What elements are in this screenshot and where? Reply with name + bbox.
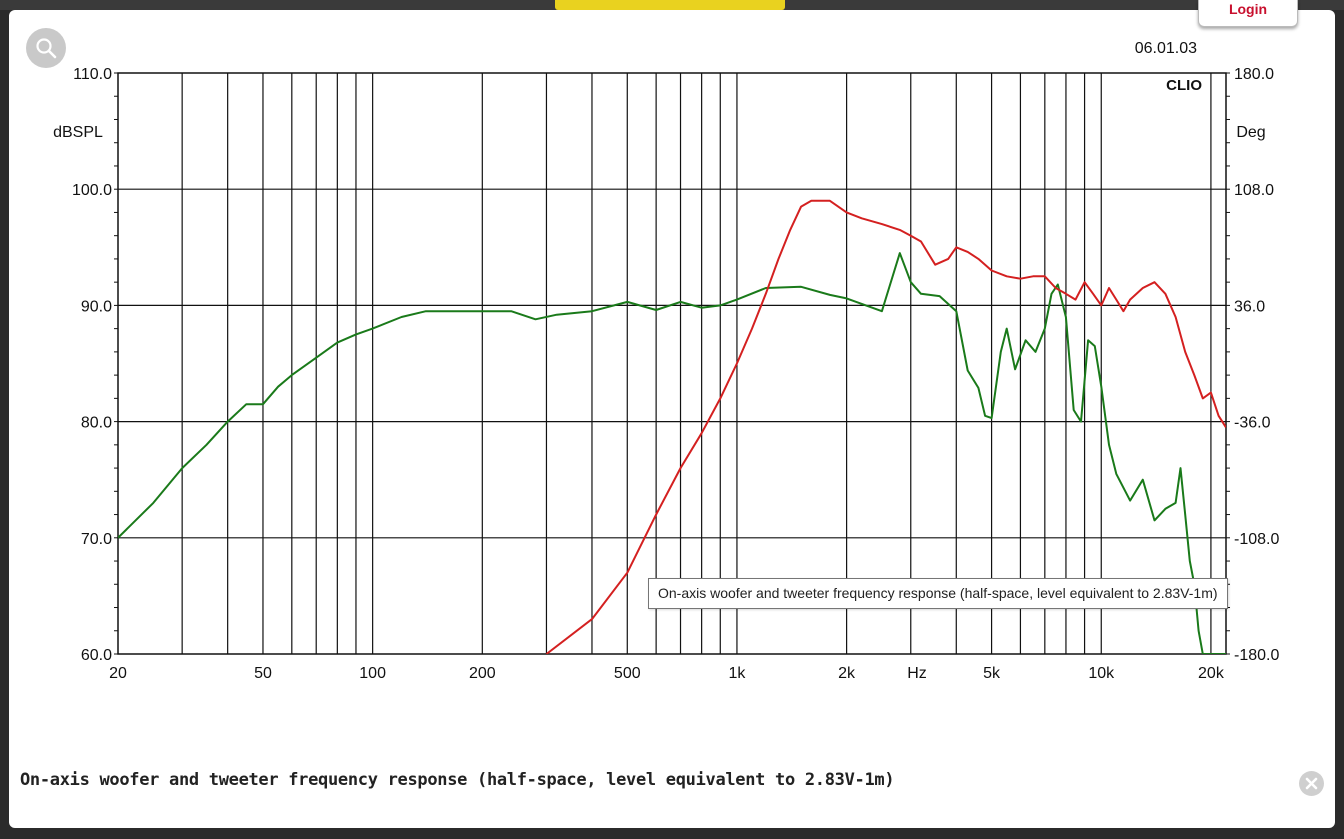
y-tick-label-left: 80.0 [81,415,112,432]
y-tick-label-left: 110.0 [73,66,112,83]
y-tick-label-left: 60.0 [81,647,112,664]
y-tick-label-right: 180.0 [1234,66,1274,83]
x-tick-label: 2k [838,665,856,682]
chart-grid [118,73,1226,654]
x-tick-label: 200 [469,665,496,682]
y-axis-label-left: dBSPL [53,124,103,141]
y-axis-label-right: Deg [1236,124,1265,141]
search-icon [36,38,57,59]
y-tick-label-right: -180.0 [1234,647,1279,664]
date-label: 06.01.03 [1135,40,1197,57]
axis-ticks: 110.0 180.0 100.0 108.0 90.0 36.0 80.0 -36.0 70.… [72,66,1280,682]
login-button[interactable]: Login [1198,0,1298,27]
close-button[interactable] [1299,771,1324,796]
image-caption: On-axis woofer and tweeter frequency res… [20,770,895,790]
x-tick-label: 5k [983,665,1001,682]
y-tick-label-right: 36.0 [1234,298,1265,315]
image-tooltip: On-axis woofer and tweeter frequency res… [648,578,1228,609]
x-tick-label: 500 [614,665,641,682]
x-tick-label: 100 [359,665,386,682]
y-tick-label-right: -108.0 [1234,531,1279,548]
y-tick-label-right: -36.0 [1234,415,1271,432]
zoom-button[interactable] [26,28,66,68]
x-tick-label: 50 [254,665,272,682]
series-line-green [118,252,1226,654]
y-tick-label-left: 90.0 [81,298,112,315]
x-tick-label: 20 [109,665,127,682]
y-tick-label-right: 108.0 [1234,182,1274,199]
series-line-red [545,199,1226,654]
x-axis-unit-label: Hz [907,665,927,682]
plot-frame [117,72,1227,655]
close-icon [1305,777,1318,790]
clio-brand-label: CLIO [1166,77,1202,94]
y-tick-label-left: 70.0 [81,531,112,548]
chart-series [118,199,1226,654]
x-tick-label: 10k [1088,665,1115,682]
x-tick-label: 1k [728,665,746,682]
x-tick-label: 20k [1198,665,1225,682]
background-store-banner [555,0,785,10]
y-tick-label-left: 100.0 [72,182,112,199]
